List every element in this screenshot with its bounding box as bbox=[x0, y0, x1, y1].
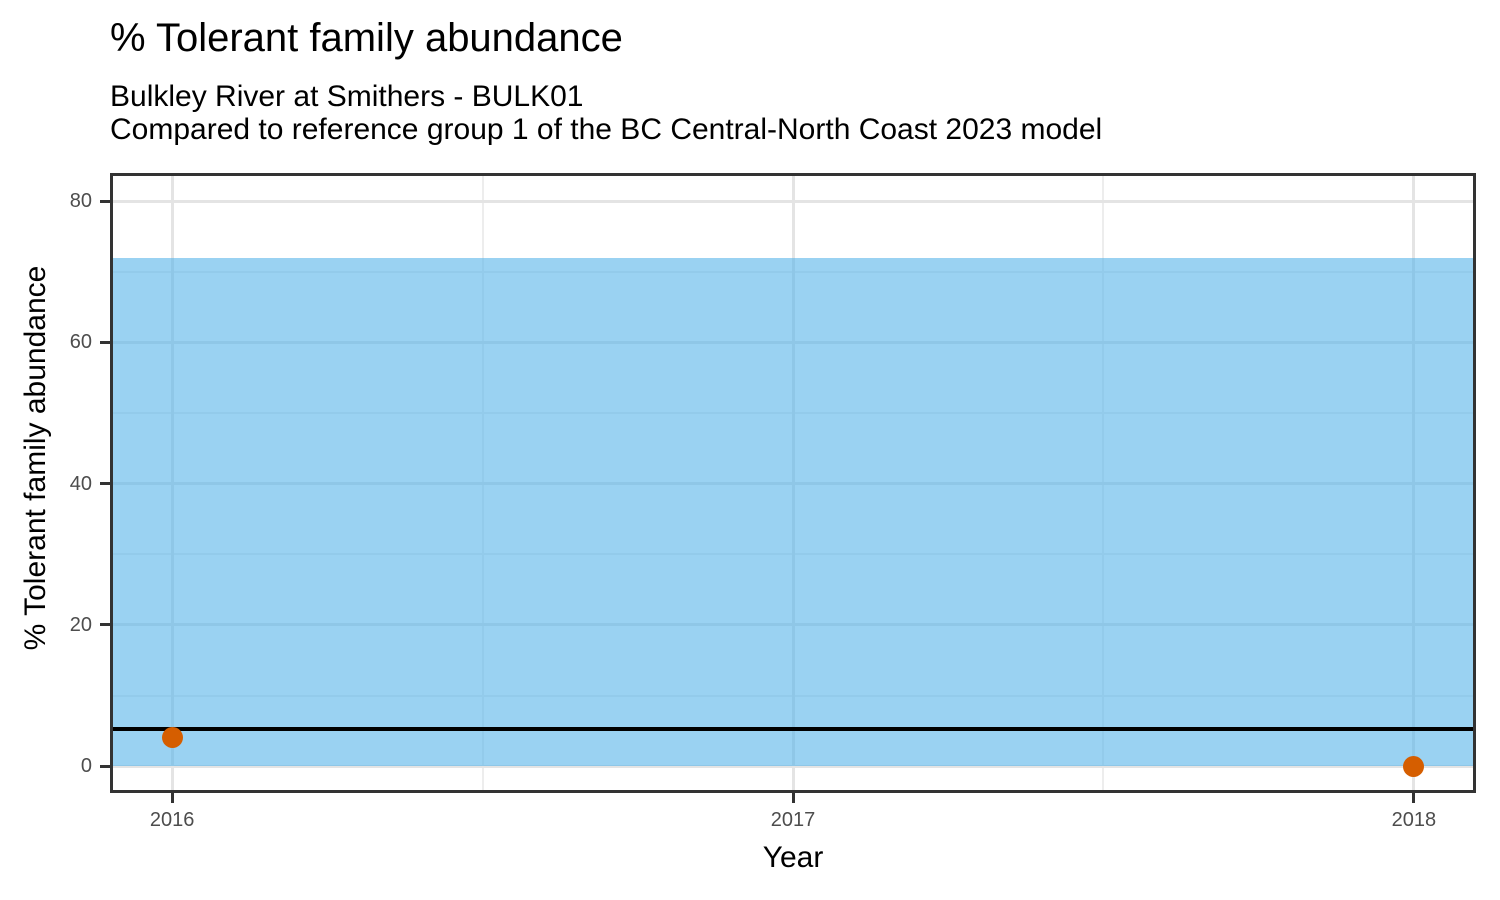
data-point bbox=[1403, 755, 1425, 777]
y-axis-tick bbox=[100, 764, 110, 768]
y-axis-tick bbox=[100, 340, 110, 344]
chart-subtitle: Bulkley River at Smithers - BULK01 Compa… bbox=[110, 80, 1102, 146]
data-point bbox=[161, 726, 183, 748]
y-axis-tick-label: 0 bbox=[80, 755, 92, 778]
y-axis-tick-label: 80 bbox=[69, 190, 92, 213]
reference-band bbox=[110, 257, 1476, 767]
y-axis-tick-label: 40 bbox=[69, 472, 92, 495]
chart-subtitle-line-1: Bulkley River at Smithers - BULK01 bbox=[110, 80, 584, 113]
y-axis-title: % Tolerant family abundance bbox=[19, 265, 52, 651]
chart-title: % Tolerant family abundance bbox=[110, 16, 623, 60]
x-axis-tick-label: 2016 bbox=[149, 809, 195, 831]
chart-subtitle-line-2: Compared to reference group 1 of the BC … bbox=[110, 113, 1103, 146]
x-axis-tick bbox=[170, 793, 174, 803]
x-axis-tick bbox=[1412, 793, 1416, 803]
reference-line bbox=[110, 727, 1476, 732]
x-axis-tick bbox=[791, 793, 795, 803]
chart-panel bbox=[110, 173, 1476, 793]
y-axis-tick bbox=[100, 482, 110, 486]
y-axis-tick-label: 20 bbox=[69, 613, 92, 636]
x-axis-tick-label: 2018 bbox=[1391, 809, 1437, 831]
y-axis-tick bbox=[100, 623, 110, 627]
x-axis-tick-label: 2017 bbox=[770, 809, 816, 831]
y-axis-tick bbox=[100, 199, 110, 203]
x-axis-title: Year bbox=[762, 841, 824, 874]
y-axis-tick-label: 60 bbox=[69, 331, 92, 354]
